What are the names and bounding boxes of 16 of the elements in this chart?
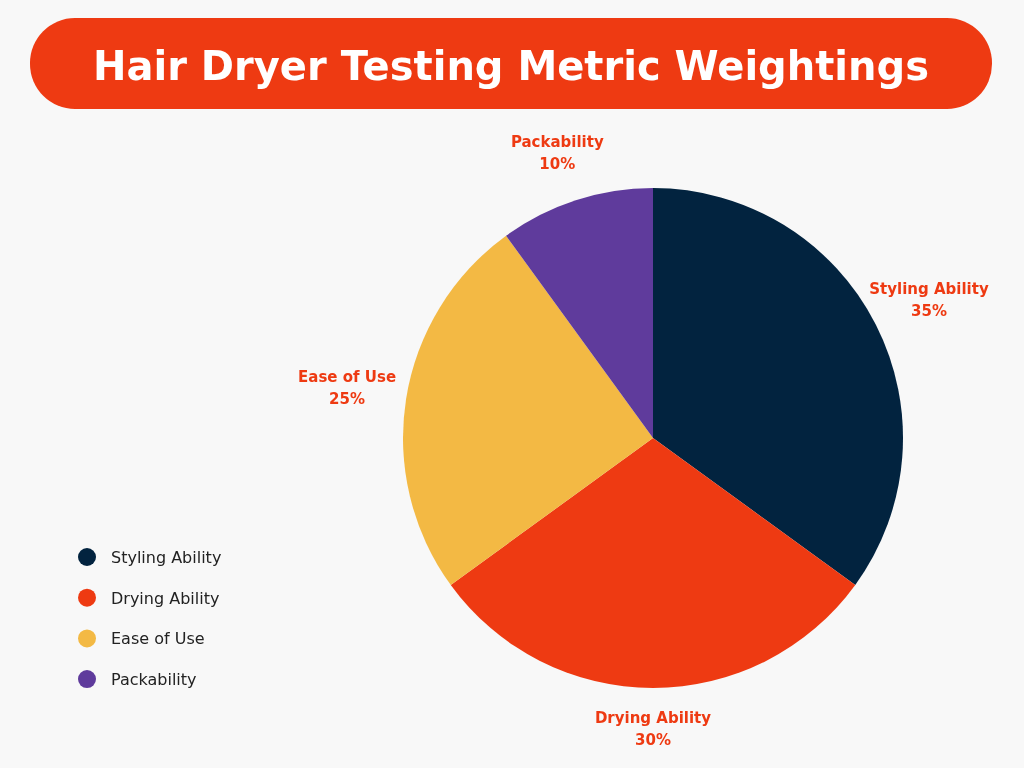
legend-label: Ease of Use bbox=[111, 629, 205, 649]
pie-slice bbox=[403, 235, 653, 585]
data-label: 35% bbox=[911, 302, 947, 321]
data-label: 10% bbox=[539, 155, 576, 174]
slice-label: Drying Ability bbox=[594, 709, 712, 727]
legend-label: Styling Ability bbox=[111, 548, 222, 567]
slice-label: Packability bbox=[510, 133, 604, 152]
pie-slice bbox=[450, 438, 856, 688]
chart-title: Hair Dryer Testing Metric Weightings bbox=[93, 43, 929, 89]
legend-label: Packability bbox=[111, 670, 197, 690]
slice-label: Ease of Use bbox=[298, 367, 397, 386]
data-label: 30% bbox=[635, 731, 671, 749]
legend-label: Drying Ability bbox=[111, 588, 220, 608]
pie-slice bbox=[506, 188, 653, 438]
slice-label: Styling Ability bbox=[869, 280, 989, 299]
data-label: 25% bbox=[329, 389, 366, 408]
